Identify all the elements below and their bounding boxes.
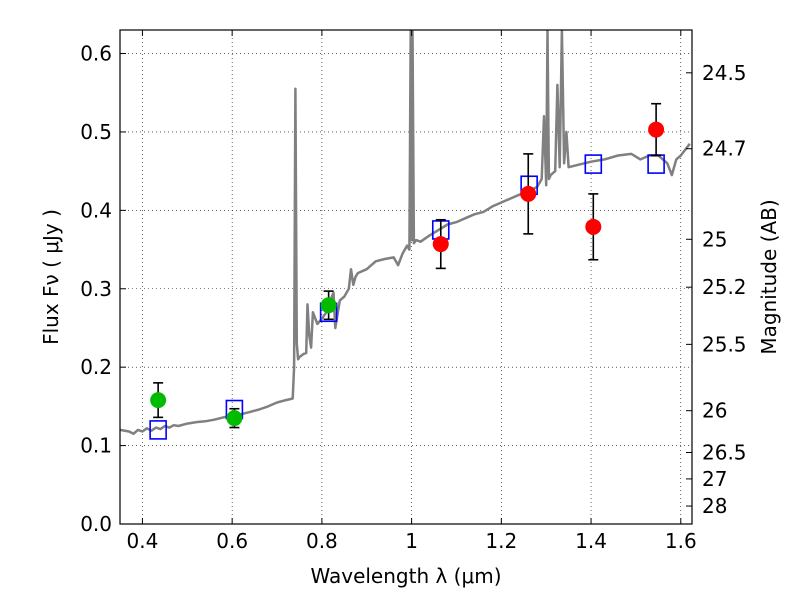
y-tick-label: 0.0 xyxy=(80,512,112,536)
observed-point-marker xyxy=(432,236,449,253)
x-tick-label: 1.2 xyxy=(485,529,517,553)
y-tick-label: 0.3 xyxy=(80,277,112,301)
y-axis-label-right: Magnitude (AB) xyxy=(757,199,781,354)
x-tick-label: 0.6 xyxy=(216,529,248,553)
observed-point-marker xyxy=(226,410,243,427)
x-tick-label: 1.4 xyxy=(575,529,607,553)
magnitude-tick-label: 25.2 xyxy=(702,275,747,299)
ticks-layer: 0.4 0.6 0.8 1 1.2 1.4 1.6 0.0 0.1 0.2 0.3 0.4 0.5 0.6… xyxy=(80,30,747,553)
magnitude-tick-label: 24.5 xyxy=(702,61,747,85)
grid xyxy=(120,30,692,525)
y-tick-label: 0.1 xyxy=(80,434,112,458)
model-square-marker xyxy=(584,154,603,174)
x-tick-label: 1 xyxy=(405,529,418,553)
magnitude-tick-label: 24.7 xyxy=(702,137,747,161)
y-tick-label: 0.6 xyxy=(80,42,112,66)
y-tick-label: 0.2 xyxy=(80,355,112,379)
magnitude-tick-label: 25.5 xyxy=(702,332,747,356)
y-tick-label: 0.4 xyxy=(80,198,112,222)
plot-frame xyxy=(119,29,693,525)
y-tick-label: 0.5 xyxy=(80,120,112,144)
magnitude-tick-label: 26.5 xyxy=(702,440,747,464)
x-tick-label: 0.8 xyxy=(306,529,338,553)
spectrum-line xyxy=(120,30,691,436)
observed-point-marker xyxy=(648,121,665,138)
magnitude-tick-label: 26 xyxy=(702,399,727,423)
y-axis-label-left: Flux Fν ( μJy ) xyxy=(39,209,63,345)
x-axis-label: Wavelength λ (μm) xyxy=(310,564,501,588)
spectrum-layer xyxy=(120,30,691,436)
observed-point-marker xyxy=(520,185,537,202)
magnitude-tick-label: 25 xyxy=(702,227,727,251)
magnitude-tick-label: 28 xyxy=(702,494,727,518)
markers-layer xyxy=(149,102,665,440)
x-tick-label: 0.4 xyxy=(127,529,159,553)
model-square-marker xyxy=(149,420,167,440)
observed-point-marker xyxy=(150,392,167,409)
x-tick-label: 1.6 xyxy=(665,529,697,553)
magnitude-tick-label: 27 xyxy=(702,467,727,491)
observed-point-marker xyxy=(585,218,602,235)
observed-point-marker xyxy=(320,297,337,314)
